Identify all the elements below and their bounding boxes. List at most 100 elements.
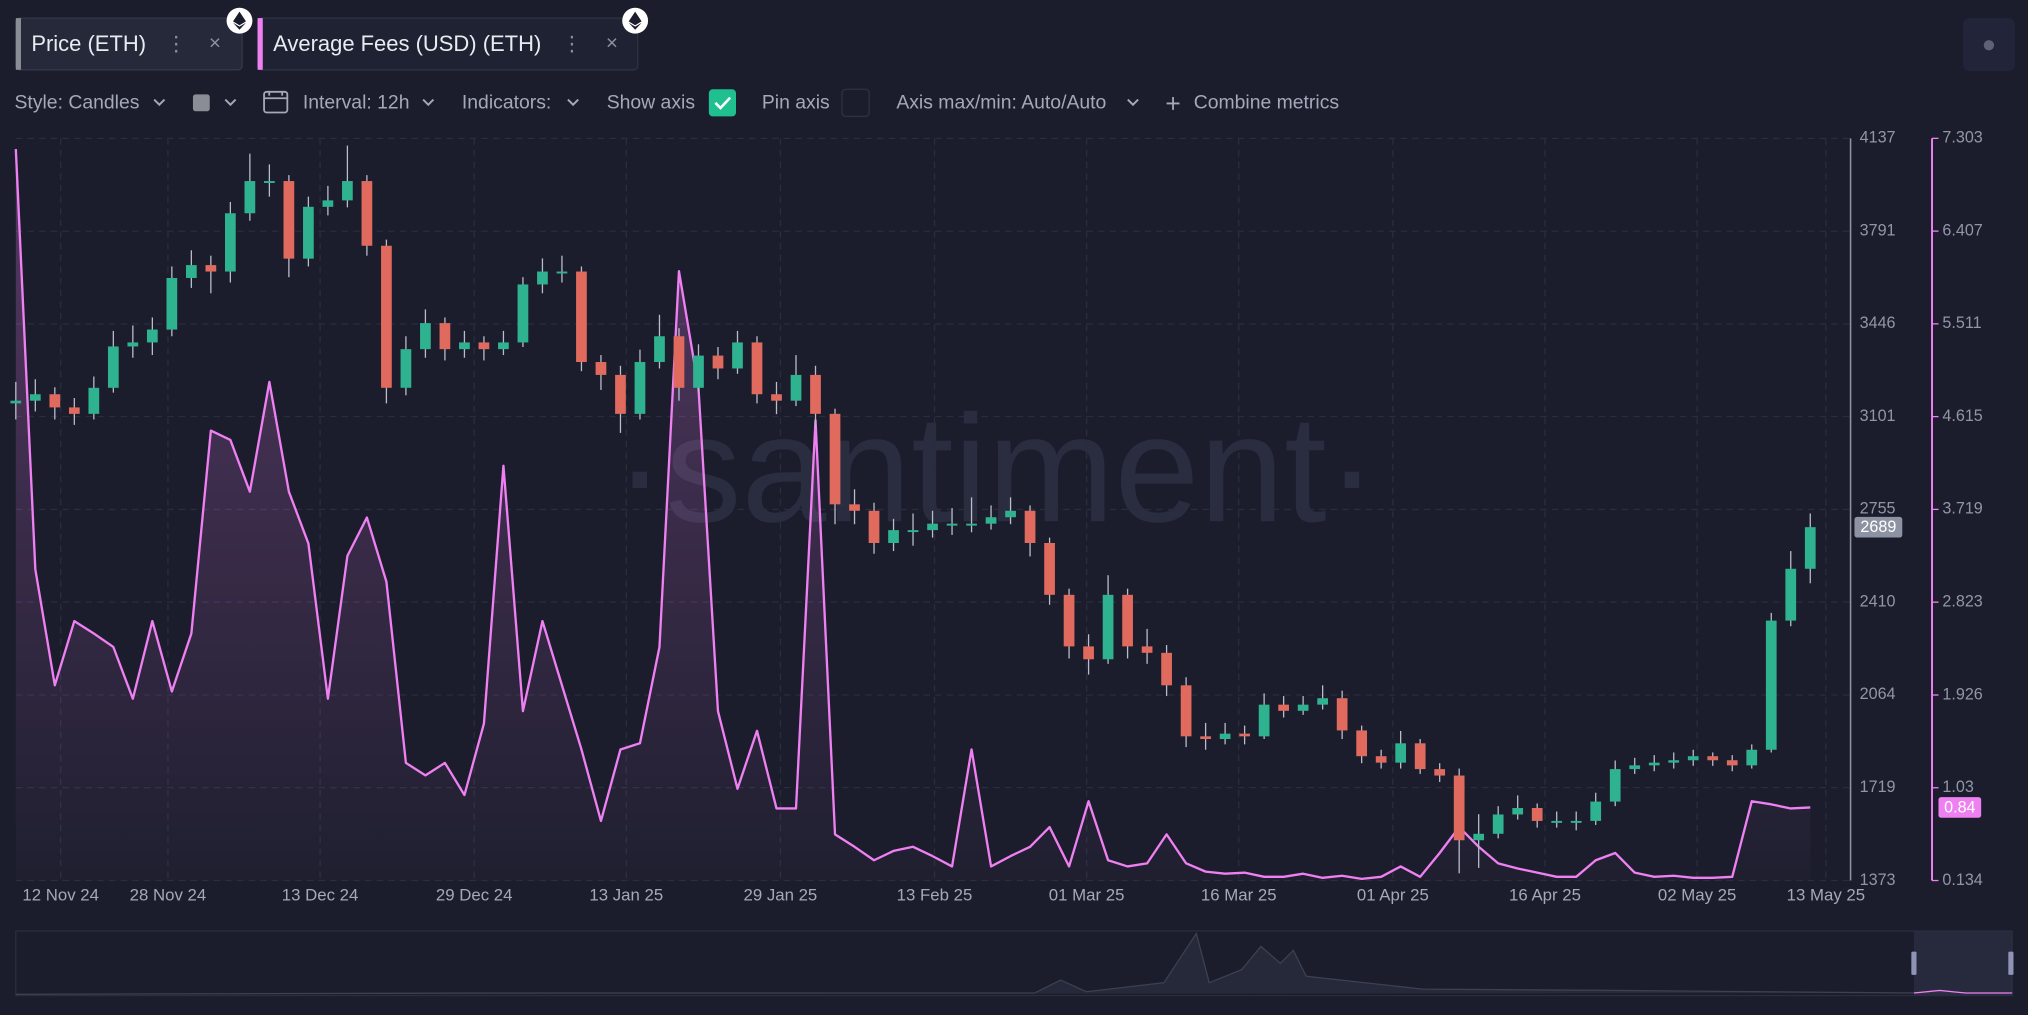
y2-tick-label: 7.303 bbox=[1942, 129, 1982, 147]
candle-body bbox=[1356, 730, 1368, 757]
candle-body bbox=[381, 245, 392, 388]
navigator-handle[interactable] bbox=[1911, 951, 1917, 975]
x-tick-label: 01 Mar 25 bbox=[1049, 885, 1125, 904]
x-tick-label: 12 Nov 24 bbox=[22, 885, 99, 904]
candle-body bbox=[1375, 756, 1387, 763]
x-tick-label: 01 Apr 25 bbox=[1357, 885, 1429, 904]
candle-body bbox=[1590, 801, 1602, 821]
candle-body bbox=[1687, 756, 1699, 761]
navigator-trace bbox=[15, 931, 2013, 995]
candle-body bbox=[1219, 733, 1231, 740]
tab-color bbox=[257, 18, 263, 70]
price-last-label: 2689 bbox=[1860, 518, 1896, 536]
combine-metrics[interactable]: Combine metrics bbox=[1194, 92, 1339, 114]
candle-body bbox=[1044, 543, 1055, 595]
candle-body bbox=[829, 413, 841, 505]
tab-menu[interactable]: ⋮ bbox=[166, 33, 187, 56]
candle-body bbox=[927, 523, 938, 531]
x-tick-label: 16 Mar 25 bbox=[1201, 885, 1277, 904]
candle-body bbox=[1668, 760, 1680, 763]
candle-body bbox=[283, 181, 295, 259]
x-tick-label: 28 Nov 24 bbox=[130, 885, 207, 904]
fees-last-badge bbox=[1938, 797, 1982, 818]
color-swatch[interactable] bbox=[192, 94, 210, 112]
eth-glyph bbox=[628, 11, 642, 30]
y2-tick-label: 1.03 bbox=[1942, 778, 1973, 796]
candle-body bbox=[439, 323, 451, 350]
candle-body bbox=[29, 394, 41, 401]
y-tick-label: 2410 bbox=[1860, 592, 1896, 610]
calendar-icon-lines bbox=[264, 91, 288, 100]
candle-body bbox=[1726, 760, 1738, 766]
candle-body bbox=[1453, 775, 1465, 841]
candle-body bbox=[342, 181, 353, 201]
tab-close[interactable]: × bbox=[209, 31, 221, 54]
candle-body bbox=[205, 265, 217, 272]
pin-axis-label[interactable]: Pin axis bbox=[762, 92, 830, 114]
navigator[interactable] bbox=[15, 930, 2014, 997]
candle-body bbox=[107, 346, 119, 388]
candle-body bbox=[322, 200, 334, 207]
candle-body bbox=[1629, 765, 1641, 770]
y2-tick-label: 5.511 bbox=[1942, 314, 1981, 332]
calendar-icon bbox=[263, 90, 289, 114]
y2-tick-label: 0.134 bbox=[1942, 871, 1982, 889]
candle-body bbox=[185, 265, 197, 278]
style-select[interactable]: Style: Candles bbox=[15, 92, 140, 114]
y-tick-label: 1373 bbox=[1860, 871, 1896, 889]
candle-body bbox=[1258, 704, 1270, 737]
tab[interactable]: Price (ETH) ⋮ × bbox=[15, 7, 253, 71]
y2-tick-label: 3.719 bbox=[1942, 500, 1982, 518]
candle-body bbox=[985, 517, 997, 524]
plot: 12 Nov 24 28 Nov 24 13 Dec 24 29 Dec 24 13 J… bbox=[10, 129, 1983, 904]
candle-body bbox=[1200, 736, 1211, 740]
chevron bbox=[422, 98, 435, 107]
y-tick-label: 2064 bbox=[1860, 685, 1896, 703]
tab[interactable]: Average Fees (USD) (ETH) ⋮ × bbox=[256, 7, 649, 71]
corner-button[interactable] bbox=[1963, 18, 2015, 72]
candle-body bbox=[1161, 652, 1172, 686]
candle-body bbox=[849, 504, 860, 511]
x-tick-label: 02 May 25 bbox=[1658, 885, 1736, 904]
candle-body bbox=[1434, 769, 1446, 776]
fees-last-label: 0.84 bbox=[1944, 798, 1975, 816]
candle-body bbox=[1024, 510, 1036, 544]
tab-close[interactable]: × bbox=[606, 31, 618, 54]
tab-label: Average Fees (USD) (ETH) bbox=[273, 31, 541, 56]
candle-body bbox=[888, 530, 899, 544]
x-tick-label: 13 May 25 bbox=[1787, 885, 1865, 904]
eth-glyph bbox=[233, 11, 246, 30]
candle-body bbox=[88, 387, 100, 414]
x-tick-label: 29 Jan 25 bbox=[744, 885, 818, 904]
candle-body bbox=[1336, 698, 1348, 731]
candle-body bbox=[478, 342, 490, 350]
y-tick-label: 3101 bbox=[1860, 407, 1896, 425]
candle-body bbox=[244, 181, 256, 214]
candle-body bbox=[1746, 749, 1758, 766]
x-tick-label: 13 Jan 25 bbox=[589, 885, 663, 904]
y-tick-label: 4137 bbox=[1860, 129, 1896, 147]
candle-body bbox=[10, 400, 22, 404]
candle-body bbox=[127, 342, 139, 347]
plus-icon bbox=[1166, 96, 1180, 110]
y2-tick-label: 6.407 bbox=[1942, 221, 1982, 239]
show-axis-label[interactable]: Show axis bbox=[607, 92, 695, 114]
axis-range-select[interactable]: Axis max/min: Auto/Auto bbox=[896, 92, 1106, 114]
candle-body bbox=[693, 355, 704, 388]
navigator-handle[interactable] bbox=[2008, 951, 2014, 975]
candle-body bbox=[966, 523, 977, 526]
interval-select[interactable]: Interval: 12h bbox=[303, 92, 410, 114]
toolbar: Style: Candles Interval: 12h Indicators:… bbox=[15, 88, 1339, 118]
chevron bbox=[224, 98, 237, 107]
candle-body bbox=[537, 271, 548, 285]
candle-body bbox=[420, 323, 431, 350]
candle-body bbox=[68, 407, 80, 414]
indicators-select[interactable]: Indicators: bbox=[462, 92, 551, 114]
y-tick-label: 2755 bbox=[1860, 500, 1896, 518]
y2-tick-label: 2.823 bbox=[1942, 592, 1982, 610]
tab-menu[interactable]: ⋮ bbox=[561, 33, 582, 56]
show-axis-checkbox[interactable] bbox=[708, 89, 737, 117]
pin-axis-checkbox[interactable] bbox=[841, 88, 870, 118]
